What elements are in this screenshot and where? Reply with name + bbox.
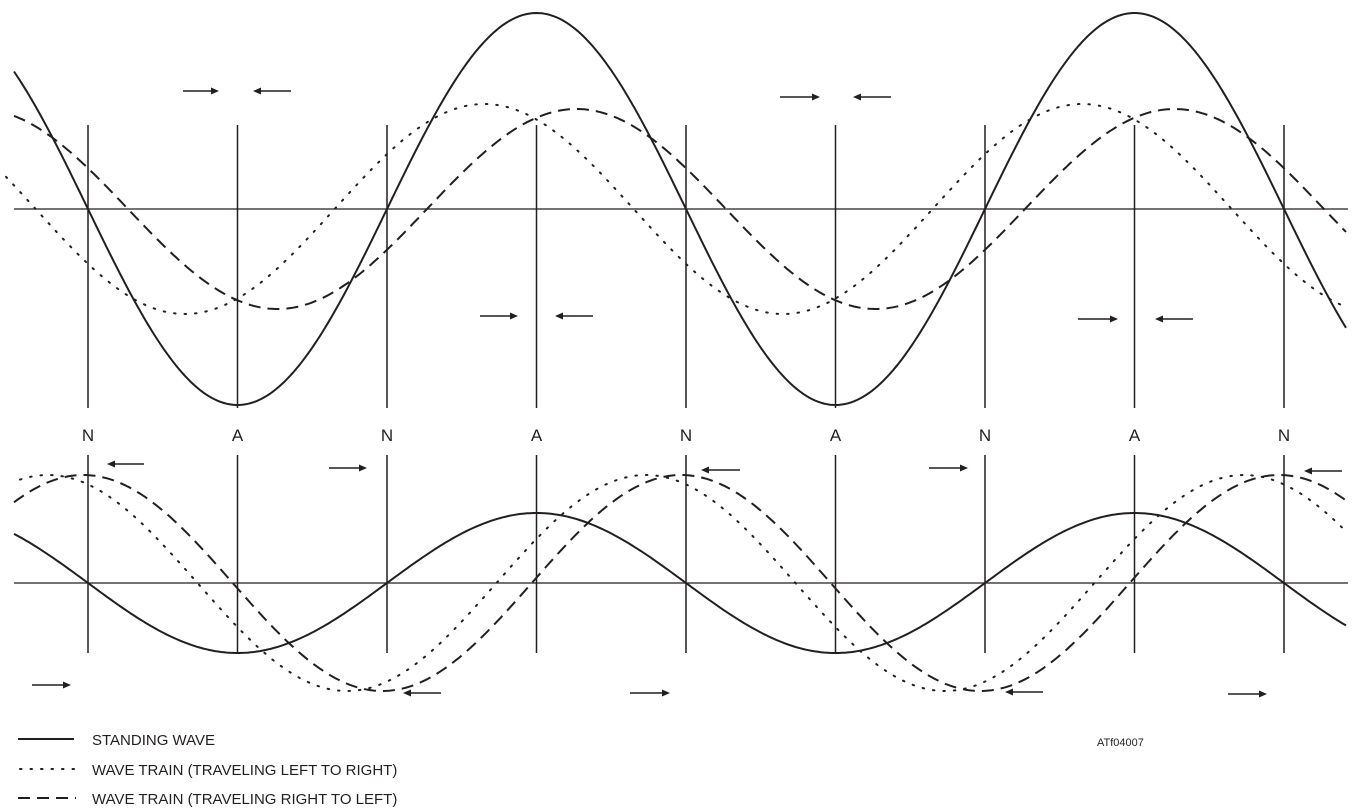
right-arrow-14 <box>32 681 71 689</box>
left-arrow-2 <box>253 87 291 95</box>
left-arrow-4 <box>555 312 593 320</box>
right-arrow-1 <box>183 87 219 95</box>
left-arrow-11 <box>701 466 740 474</box>
top-panel <box>5 11 1348 407</box>
right-arrow-12 <box>929 464 968 472</box>
legend-standing-wave-label: STANDING WAVE <box>92 732 215 749</box>
antinode-label-8: A <box>1129 426 1141 445</box>
right-arrow-10 <box>329 464 367 472</box>
right-arrow-7 <box>1078 315 1118 323</box>
left-arrow-8 <box>1155 315 1193 323</box>
right-arrow-16 <box>630 689 670 697</box>
bottom-standing-wave <box>13 512 1347 654</box>
left-arrow-6 <box>853 93 891 101</box>
top-wave-train-right-to-left <box>13 108 1347 310</box>
left-arrow-13 <box>1304 467 1342 475</box>
figure-code: ATf04007 <box>1097 737 1144 749</box>
legend-right-to-left-label: WAVE TRAIN (TRAVELING RIGHT TO LEFT) <box>92 791 397 808</box>
legend: STANDING WAVE WAVE TRAIN (TRAVELING LEFT… <box>18 732 397 808</box>
right-arrow-5 <box>780 93 820 101</box>
antinode-label-6: A <box>830 426 842 445</box>
left-arrow-9 <box>107 460 144 468</box>
left-arrow-17 <box>1005 688 1043 696</box>
direction-arrows <box>32 87 1342 698</box>
bottom-panel <box>13 473 1348 693</box>
top-standing-wave <box>13 11 1347 407</box>
antinode-label-2: A <box>232 426 244 445</box>
node-label-7: N <box>979 426 991 445</box>
node-label-9: N <box>1278 426 1290 445</box>
node-label-3: N <box>381 426 393 445</box>
antinode-label-4: A <box>531 426 543 445</box>
legend-left-to-right-label: WAVE TRAIN (TRAVELING LEFT TO RIGHT) <box>92 762 397 779</box>
node-label-1: N <box>82 426 94 445</box>
bottom-wave-train-left-to-right <box>19 473 1347 693</box>
node-antinode-lines <box>87 125 1285 653</box>
right-arrow-18 <box>1228 690 1267 698</box>
left-arrow-15 <box>403 689 441 697</box>
right-arrow-3 <box>480 312 518 320</box>
node-label-5: N <box>680 426 692 445</box>
bottom-wave-train-right-to-left <box>13 474 1347 692</box>
